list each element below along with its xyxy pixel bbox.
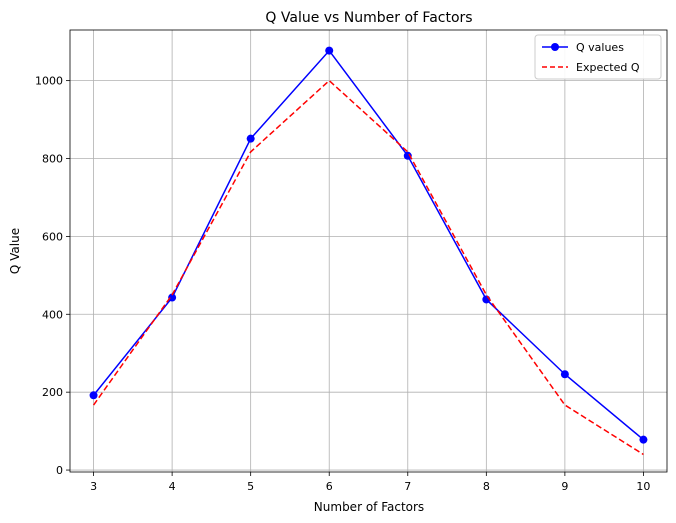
data-point-q-values <box>168 293 177 302</box>
y-tick-label: 600 <box>42 230 63 243</box>
x-tick-label: 7 <box>404 480 411 493</box>
data-point-q-values <box>246 134 255 143</box>
legend-frame <box>534 34 662 80</box>
y-axis-ticks: 0 200 400 600 800 1000 <box>35 75 70 477</box>
data-point-q-values <box>560 370 569 379</box>
x-tick-label: 8 <box>483 480 490 493</box>
x-tick-label: 6 <box>326 480 333 493</box>
plot-frame <box>69 29 668 473</box>
y-axis-label: Q Value <box>8 228 22 274</box>
y-tick-label: 200 <box>42 386 63 399</box>
legend-label-q-values: Q values <box>576 41 624 54</box>
x-axis-ticks: 3 4 5 6 7 8 9 10 <box>90 472 650 493</box>
series-line-expected-q <box>92 79 644 456</box>
data-point-q-values <box>325 46 334 55</box>
y-tick-label: 0 <box>56 464 63 477</box>
series-layer <box>89 46 648 456</box>
data-point-q-values <box>639 435 648 444</box>
x-tick-label: 4 <box>169 480 176 493</box>
grid <box>70 30 667 472</box>
data-point-q-values <box>89 391 98 400</box>
legend-label-expected-q: Expected Q <box>576 61 640 74</box>
legend: Q values Expected Q <box>534 34 662 80</box>
x-axis-label: Number of Factors <box>314 500 424 514</box>
data-point-q-values <box>403 151 412 160</box>
y-tick-label: 400 <box>42 308 63 321</box>
x-tick-label: 5 <box>247 480 254 493</box>
y-tick-label: 800 <box>42 153 63 166</box>
x-tick-label: 3 <box>90 480 97 493</box>
y-tick-label: 1000 <box>35 75 63 88</box>
legend-marker-q-values <box>551 43 559 51</box>
x-tick-label: 10 <box>636 480 650 493</box>
chart-title: Q Value vs Number of Factors <box>265 10 472 26</box>
x-tick-label: 9 <box>561 480 568 493</box>
